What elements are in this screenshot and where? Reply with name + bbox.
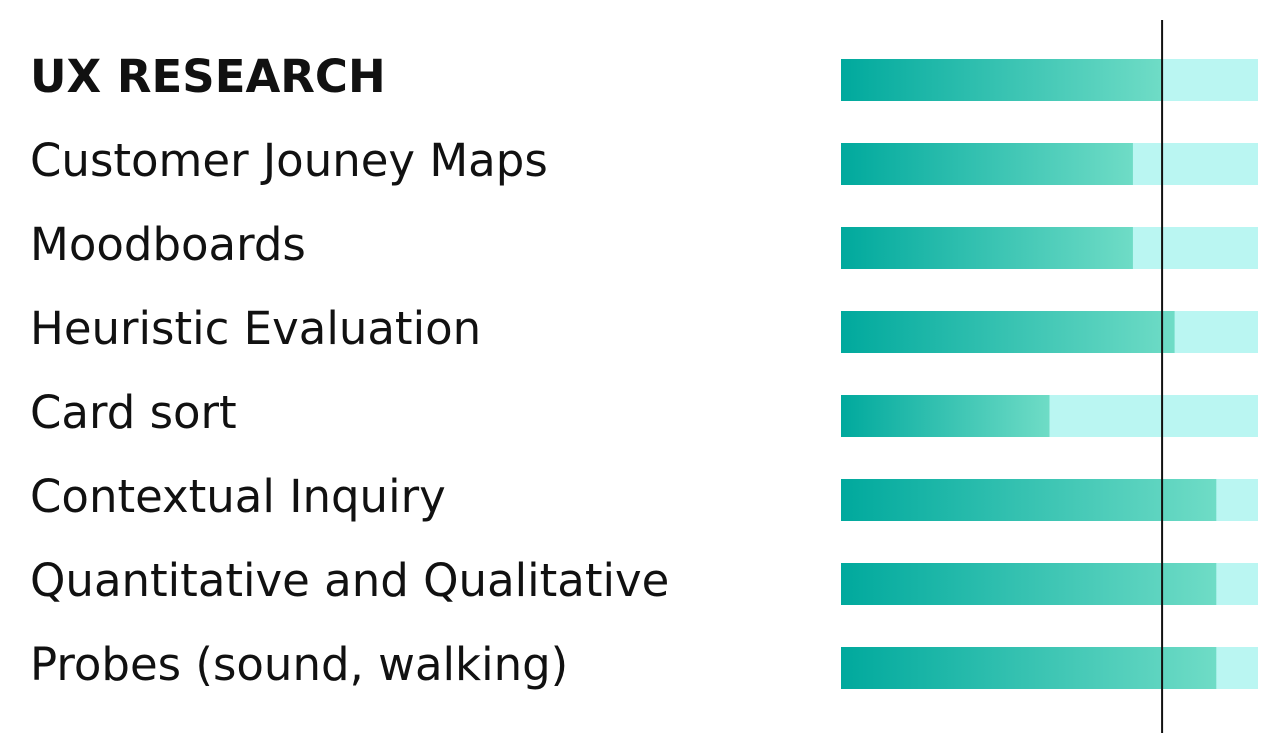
skill-label: Moodboards — [30, 218, 306, 271]
bar — [841, 479, 1217, 521]
bar — [841, 59, 1163, 101]
skill-label: Heuristic Evaluation — [30, 302, 481, 355]
bar — [841, 311, 1175, 353]
bar — [841, 395, 1050, 437]
skill-label: Probes (sound, walking) — [30, 638, 568, 691]
skill-label: Contextual Inquiry — [30, 470, 446, 523]
skill-label: Customer Jouney Maps — [30, 134, 548, 187]
section-title: UX RESEARCH — [30, 50, 386, 103]
skill-label: Quantitative and Qualitative — [30, 554, 669, 607]
bar — [841, 143, 1133, 185]
bar — [841, 227, 1133, 269]
bar — [841, 563, 1217, 605]
skill-label: Card sort — [30, 386, 237, 439]
bar — [841, 647, 1217, 689]
